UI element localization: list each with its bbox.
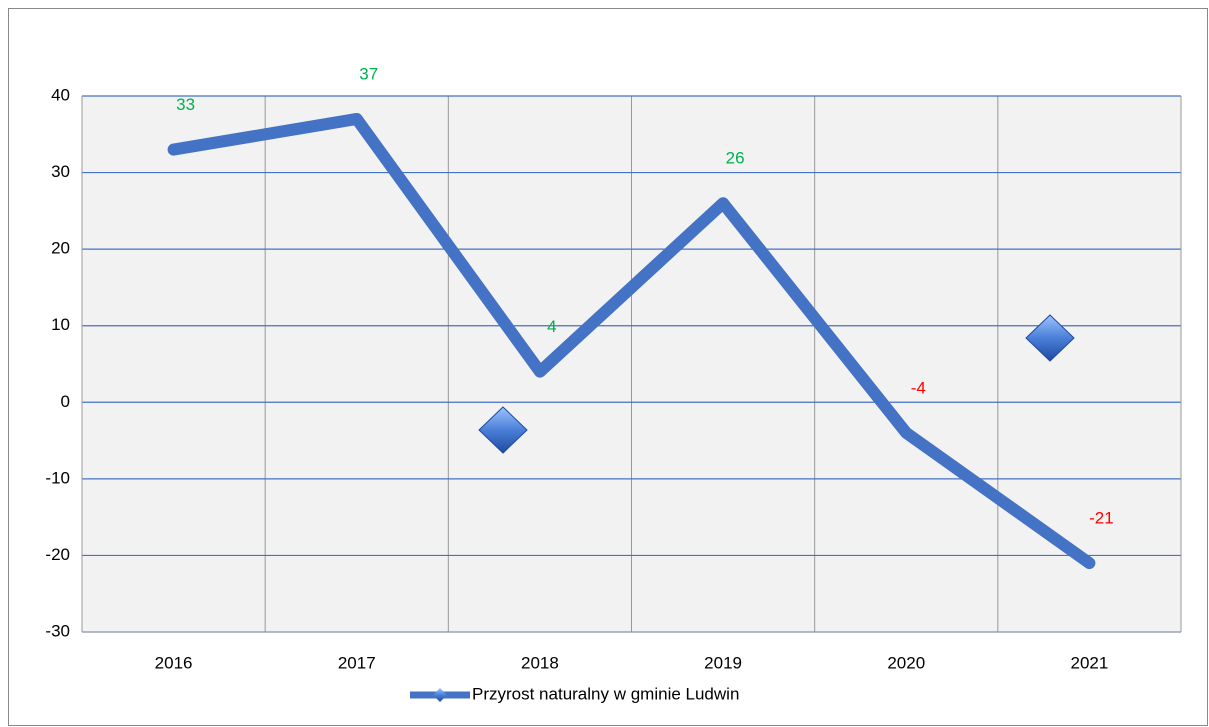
y-tick-label: -20	[45, 545, 70, 564]
y-tick-label: 40	[51, 85, 70, 104]
x-tick-label: 2018	[521, 653, 559, 672]
series-line	[167, 112, 1096, 570]
data-label: 4	[547, 317, 556, 336]
data-label: 33	[176, 95, 195, 114]
x-tick-label: 2016	[155, 653, 193, 672]
y-tick-label: 20	[51, 239, 70, 258]
x-tick-label: 2017	[338, 653, 376, 672]
decorative-marker	[1025, 314, 1075, 362]
y-tick-label: 10	[51, 315, 70, 334]
data-label: -4	[911, 378, 926, 397]
x-tick-label: 2019	[704, 653, 742, 672]
data-label: -21	[1089, 509, 1114, 528]
legend-label: Przyrost naturalny w gminie Ludwin	[472, 684, 739, 703]
y-tick-label: 30	[51, 162, 70, 181]
x-tick-label: 2020	[887, 653, 925, 672]
y-tick-label: -10	[45, 468, 70, 487]
decorative-marker	[478, 406, 528, 454]
data-label: 37	[359, 64, 378, 83]
x-tick-label: 2021	[1071, 653, 1109, 672]
legend-marker	[433, 688, 447, 702]
y-tick-label: -30	[45, 621, 70, 640]
y-tick-label: 0	[61, 392, 70, 411]
data-label: 26	[726, 149, 745, 168]
